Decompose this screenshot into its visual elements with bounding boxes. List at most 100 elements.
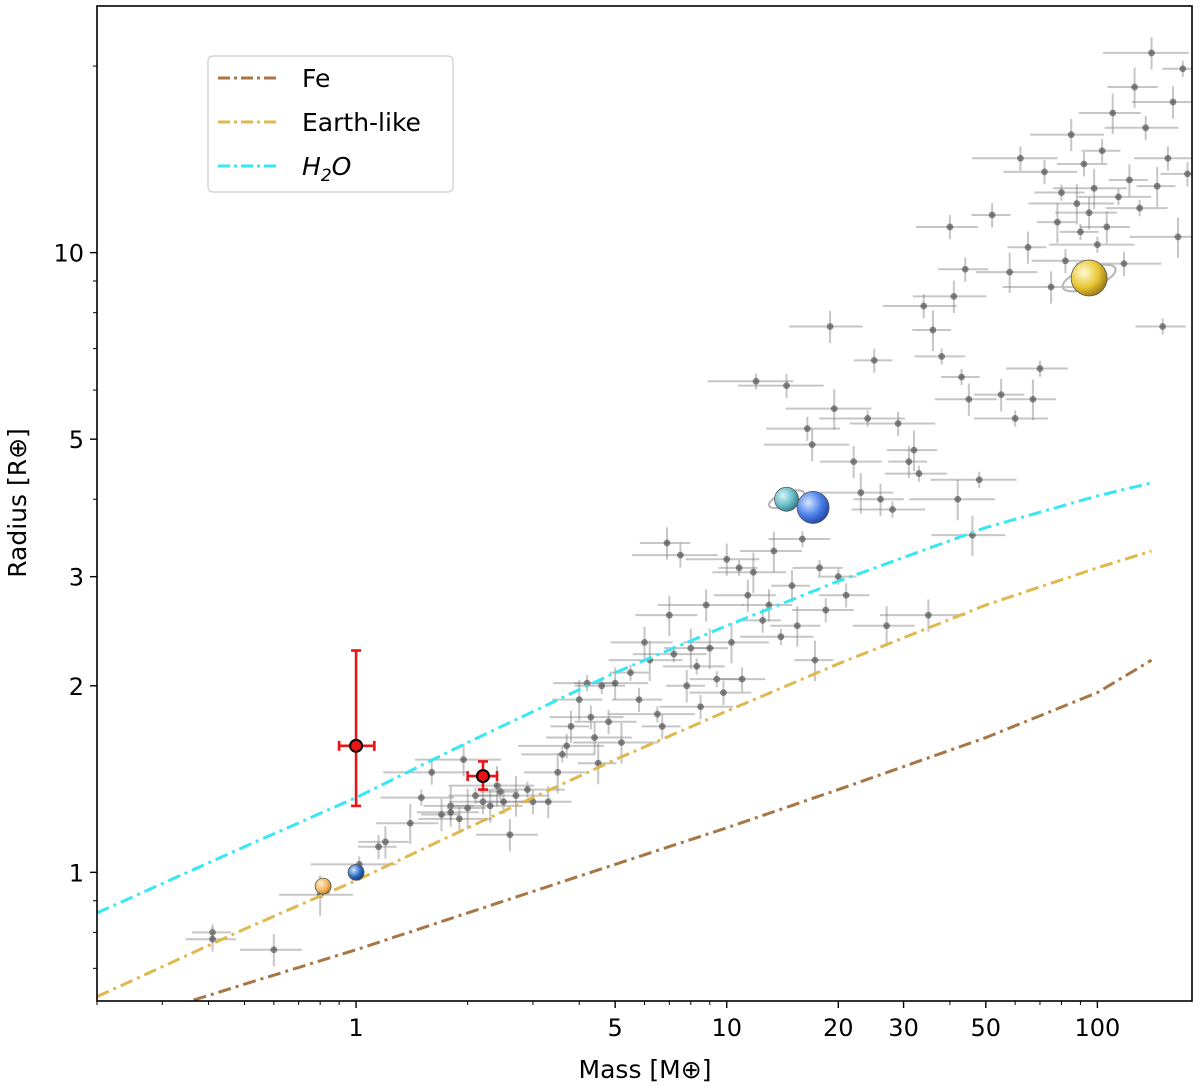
- exoplanet-marker: [1142, 124, 1150, 132]
- exoplanet-point: [713, 579, 776, 612]
- exoplanet-point: [416, 804, 479, 821]
- exoplanet-marker: [920, 302, 928, 310]
- exoplanet-point: [474, 776, 549, 817]
- exoplanet-marker: [850, 458, 858, 466]
- exoplanet-point: [931, 515, 1006, 557]
- exoplanet-marker: [677, 551, 684, 559]
- exoplanet-point: [766, 416, 841, 442]
- y-axis-title: Radius [R⊕]: [3, 428, 32, 578]
- exoplanet-point: [712, 552, 787, 594]
- exoplanet-point: [1048, 236, 1135, 253]
- exoplanet-point: [641, 714, 681, 739]
- exoplanet-point: [553, 675, 616, 692]
- exoplanet-point: [632, 646, 707, 663]
- exoplanet-marker: [735, 564, 743, 572]
- x-tick-label: 30: [888, 1014, 919, 1042]
- exoplanet-marker: [1006, 268, 1014, 276]
- exoplanet-marker: [587, 713, 595, 721]
- exoplanet-marker: [641, 638, 648, 646]
- exoplanet-marker: [798, 535, 806, 543]
- exoplanet-point: [1053, 168, 1127, 210]
- exoplanet-marker: [554, 768, 562, 776]
- exoplanet-marker: [479, 798, 487, 806]
- exoplanet-marker: [924, 611, 932, 619]
- exoplanet-point: [448, 787, 499, 804]
- exoplanet-marker: [988, 211, 996, 219]
- exoplanet-marker: [1164, 154, 1172, 162]
- exoplanet-point: [819, 473, 894, 514]
- exoplanet-marker: [693, 662, 701, 670]
- exoplanet-marker: [1073, 200, 1081, 207]
- exoplanet-point: [1105, 200, 1168, 217]
- exoplanet-marker: [1067, 131, 1075, 139]
- exoplanet-marker: [1159, 323, 1167, 330]
- earth-like-curve: [97, 549, 1152, 999]
- exoplanet-point: [383, 760, 469, 785]
- exoplanet-point: [1162, 60, 1192, 77]
- legend-label-h2o: H2O: [302, 152, 351, 186]
- exoplanet-point: [1104, 115, 1179, 141]
- earth-planet: [347, 863, 365, 881]
- exoplanet-point: [376, 803, 439, 845]
- highlighted-planet-marker: [349, 738, 364, 753]
- exoplanet-marker: [803, 425, 811, 433]
- x-tick-label: 20: [823, 1014, 854, 1042]
- exoplanet-marker: [209, 928, 216, 936]
- exoplanet-point: [768, 531, 831, 548]
- exoplanet-point: [518, 733, 604, 759]
- exoplanet-point: [689, 671, 740, 688]
- exoplanet-marker: [723, 555, 731, 563]
- exoplanet-marker: [842, 591, 850, 599]
- exoplanet-marker: [1029, 395, 1037, 403]
- exoplanet-point: [639, 527, 691, 560]
- saturn-planet: [1061, 259, 1117, 297]
- exoplanet-point: [915, 215, 978, 240]
- exoplanet-marker: [752, 377, 760, 385]
- exoplanet-marker: [938, 353, 946, 360]
- exoplanet-point: [853, 483, 904, 516]
- exoplanet-point: [912, 280, 987, 314]
- exoplanet-marker: [1041, 168, 1048, 176]
- x-tick-label: 100: [1074, 1014, 1120, 1042]
- legend-label-h2o-sub: 2: [321, 166, 332, 186]
- exoplanet-point: [1003, 159, 1078, 185]
- exoplanet-marker: [822, 606, 830, 614]
- exoplanet-marker: [447, 802, 455, 810]
- legend-label-h2o-end: O: [332, 152, 352, 181]
- exoplanet-marker: [575, 696, 583, 703]
- exoplanet-point: [819, 583, 870, 608]
- x-tick-label: 50: [971, 1014, 1002, 1042]
- x-axis-title: Mass [M⊕]: [579, 1055, 712, 1084]
- exoplanet-point: [659, 694, 734, 720]
- exoplanet-point: [974, 410, 1048, 427]
- exoplanet-marker: [447, 808, 455, 816]
- y-tick-label: 5: [69, 426, 84, 454]
- exoplanet-point: [420, 798, 460, 832]
- exoplanet-point: [546, 721, 632, 755]
- exoplanet-point: [1132, 86, 1192, 119]
- exoplanet-point: [930, 471, 1017, 488]
- exoplanet-marker: [915, 470, 923, 477]
- exoplanet-point: [574, 709, 637, 735]
- exoplanet-point: [1007, 231, 1047, 264]
- exoplanet-marker: [658, 722, 666, 730]
- exoplanet-marker: [1109, 109, 1117, 117]
- exoplanet-point: [610, 626, 673, 660]
- exoplanet-point: [882, 294, 957, 319]
- exoplanet-marker: [738, 675, 746, 683]
- exoplanet-marker: [905, 458, 913, 466]
- exoplanet-point: [971, 203, 1011, 228]
- neptune-marker: [796, 491, 830, 524]
- exoplanet-point: [1081, 138, 1121, 164]
- exoplanet-marker: [759, 616, 767, 624]
- exoplanet-point: [819, 410, 905, 427]
- exoplanet-marker: [1080, 160, 1088, 168]
- highlighted-planet-2: [466, 760, 499, 791]
- exoplanet-point: [738, 373, 824, 399]
- exoplanet-point: [912, 310, 952, 352]
- exoplanet-marker: [749, 568, 757, 576]
- exoplanet-marker: [605, 718, 612, 726]
- exoplanet-marker: [1085, 209, 1093, 217]
- exoplanet-marker: [1053, 218, 1061, 226]
